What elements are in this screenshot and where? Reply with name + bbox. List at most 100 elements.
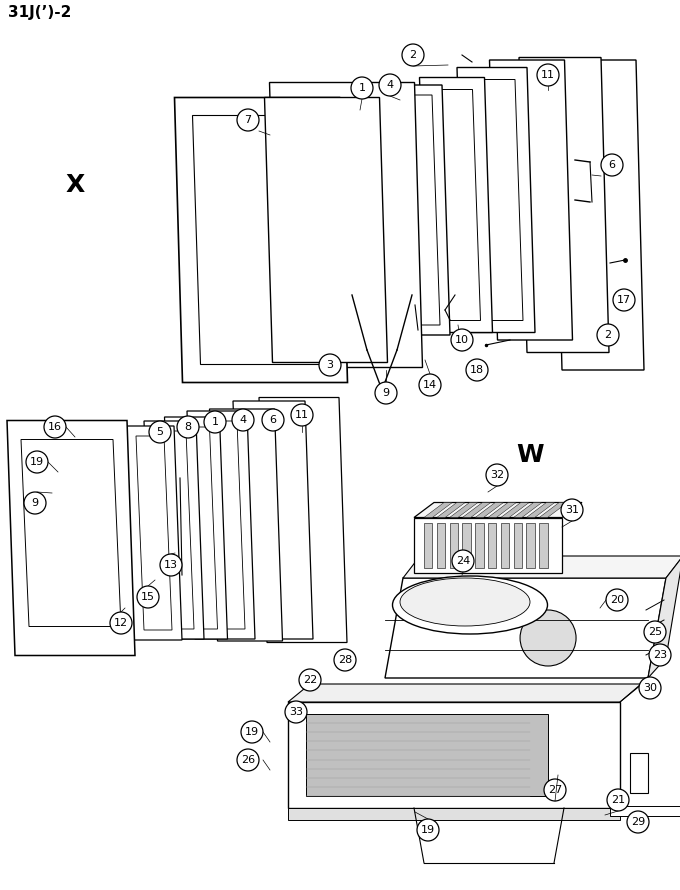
- Text: 31J(’)-2: 31J(’)-2: [8, 5, 71, 20]
- Text: 23: 23: [653, 650, 667, 660]
- Circle shape: [299, 669, 321, 691]
- Circle shape: [544, 779, 566, 801]
- Polygon shape: [259, 398, 347, 643]
- Text: X: X: [65, 173, 84, 197]
- Bar: [539, 522, 547, 568]
- Text: 1: 1: [211, 417, 218, 427]
- Circle shape: [160, 554, 182, 576]
- Text: 4: 4: [239, 415, 247, 425]
- Circle shape: [379, 74, 401, 96]
- Polygon shape: [154, 431, 194, 629]
- Polygon shape: [265, 98, 388, 362]
- Circle shape: [44, 416, 66, 438]
- Text: 9: 9: [31, 498, 39, 508]
- Text: 28: 28: [338, 655, 352, 665]
- Polygon shape: [539, 503, 568, 517]
- Circle shape: [561, 499, 583, 521]
- Polygon shape: [490, 60, 573, 340]
- Bar: [513, 522, 522, 568]
- Circle shape: [649, 644, 671, 666]
- Polygon shape: [414, 503, 582, 517]
- Circle shape: [237, 109, 259, 131]
- Bar: [500, 522, 509, 568]
- Circle shape: [351, 77, 373, 99]
- Polygon shape: [500, 503, 529, 517]
- Text: 2: 2: [605, 330, 611, 340]
- Text: 15: 15: [141, 592, 155, 602]
- Circle shape: [639, 677, 661, 699]
- Text: 32: 32: [490, 470, 504, 480]
- Bar: [449, 522, 458, 568]
- Polygon shape: [197, 421, 245, 629]
- Text: 7: 7: [244, 115, 252, 125]
- Circle shape: [177, 416, 199, 438]
- Text: 22: 22: [303, 675, 317, 685]
- Text: 14: 14: [423, 380, 437, 390]
- Polygon shape: [403, 556, 680, 578]
- Polygon shape: [192, 116, 330, 365]
- Text: 1: 1: [358, 83, 365, 93]
- Text: 19: 19: [421, 825, 435, 835]
- Circle shape: [601, 154, 623, 176]
- Polygon shape: [269, 83, 422, 368]
- Circle shape: [110, 612, 132, 634]
- Circle shape: [607, 789, 629, 811]
- Polygon shape: [209, 409, 282, 641]
- Circle shape: [627, 811, 649, 833]
- Bar: [414, 517, 562, 572]
- Circle shape: [232, 409, 254, 431]
- Text: 27: 27: [548, 785, 562, 795]
- Circle shape: [417, 819, 439, 841]
- Circle shape: [402, 44, 424, 66]
- Text: 25: 25: [648, 627, 662, 637]
- Bar: [424, 522, 432, 568]
- Text: 31: 31: [565, 505, 579, 515]
- Text: 4: 4: [386, 80, 394, 90]
- Polygon shape: [554, 60, 644, 370]
- Circle shape: [466, 359, 488, 381]
- Polygon shape: [432, 90, 481, 320]
- Circle shape: [452, 550, 474, 572]
- Text: 19: 19: [30, 457, 44, 467]
- Circle shape: [285, 701, 307, 723]
- Text: W: W: [516, 443, 544, 467]
- Text: 6: 6: [609, 160, 615, 170]
- Circle shape: [241, 721, 263, 743]
- Ellipse shape: [400, 578, 530, 626]
- Text: 6: 6: [269, 415, 277, 425]
- Text: 20: 20: [610, 595, 624, 605]
- Circle shape: [204, 411, 226, 433]
- Text: 8: 8: [184, 422, 192, 432]
- Polygon shape: [513, 503, 542, 517]
- Circle shape: [334, 649, 356, 671]
- Text: 19: 19: [245, 727, 259, 737]
- Polygon shape: [392, 95, 440, 325]
- Circle shape: [319, 354, 341, 376]
- Text: 33: 33: [289, 707, 303, 717]
- Polygon shape: [475, 503, 503, 517]
- Polygon shape: [136, 436, 172, 630]
- Polygon shape: [288, 684, 642, 702]
- Circle shape: [520, 610, 576, 666]
- Text: 24: 24: [456, 556, 470, 566]
- Polygon shape: [382, 85, 450, 335]
- Text: 16: 16: [48, 422, 62, 432]
- Polygon shape: [233, 401, 313, 639]
- Circle shape: [24, 492, 46, 514]
- Polygon shape: [648, 556, 680, 678]
- Polygon shape: [519, 58, 609, 352]
- Text: 18: 18: [470, 365, 484, 375]
- Text: 17: 17: [617, 295, 631, 305]
- Text: 11: 11: [541, 70, 555, 80]
- Bar: [288, 808, 620, 820]
- Polygon shape: [469, 79, 523, 320]
- Text: 26: 26: [241, 755, 255, 765]
- Circle shape: [237, 749, 259, 771]
- Text: 10: 10: [455, 335, 469, 345]
- Bar: [526, 522, 534, 568]
- Circle shape: [613, 289, 635, 311]
- Polygon shape: [437, 503, 465, 517]
- Circle shape: [644, 621, 666, 643]
- Text: 9: 9: [382, 388, 390, 398]
- Circle shape: [26, 451, 48, 473]
